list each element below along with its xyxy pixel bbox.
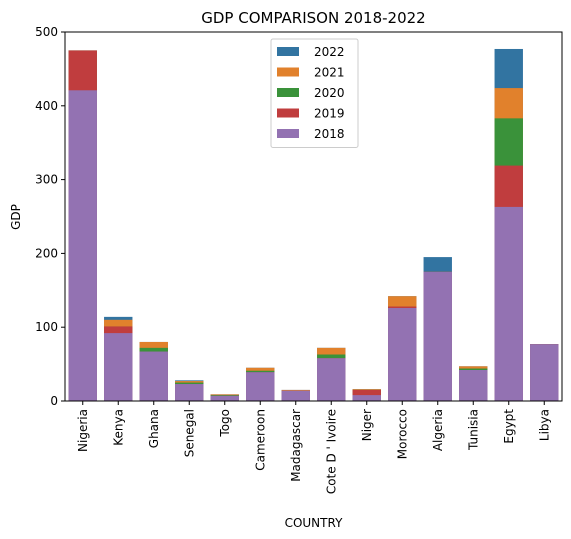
bar-2018-2 xyxy=(139,351,168,401)
x-tick-label-10: Algeria xyxy=(431,409,445,451)
bar-2018-9 xyxy=(388,308,417,401)
y-tick-label-3: 300 xyxy=(35,173,58,187)
x-tick-label-6: Madagascar xyxy=(289,409,303,482)
axes-layer: 0 100 200 300 400 500 Nigeria Kenya Ghana Senegal… xyxy=(35,25,563,494)
x-tick-label-8: Niger xyxy=(360,409,374,441)
bar-2018-12 xyxy=(494,206,523,401)
plot-frame xyxy=(64,31,563,402)
bar-2018-5 xyxy=(246,372,275,401)
bar-2018-8 xyxy=(352,395,381,401)
legend: 2022 2021 2020 2019 2018 xyxy=(270,38,359,148)
chart-title: GDP COMPARISON 2018-2022 xyxy=(201,9,425,27)
x-tick-label-0: Nigeria xyxy=(76,409,90,452)
x-tick-label-5: Cameroon xyxy=(253,409,267,471)
legend-swatch-2020 xyxy=(277,88,299,97)
x-tick-label-2: Ghana xyxy=(147,409,161,448)
x-tick-label-7: Cote D ' Ivoire xyxy=(324,409,338,494)
x-tick-label-1: Kenya xyxy=(111,409,125,446)
legend-label-2018: 2018 xyxy=(314,127,345,141)
y-tick-label-4: 400 xyxy=(35,99,58,113)
bar-2018-6 xyxy=(281,390,310,401)
legend-swatch-2018 xyxy=(277,129,299,138)
y-tick-label-5: 500 xyxy=(35,25,58,39)
legend-swatch-2019 xyxy=(277,108,299,118)
bar-2018-4 xyxy=(210,395,239,401)
legend-swatch-2021 xyxy=(277,67,299,77)
y-tick-label-1: 100 xyxy=(35,320,58,334)
bar-2018-0 xyxy=(68,90,97,402)
legend-label-2020: 2020 xyxy=(314,86,345,100)
x-tick-label-9: Morocco xyxy=(395,409,409,459)
bar-2018-13 xyxy=(530,344,559,401)
bar-2018-1 xyxy=(104,333,133,401)
y-axis-label: GDP xyxy=(9,204,23,230)
bar-2018-10 xyxy=(423,271,452,401)
y-tick-label-0: 0 xyxy=(50,394,58,408)
bar-2018-3 xyxy=(175,384,204,401)
legend-label-2021: 2021 xyxy=(314,66,345,80)
legend-box xyxy=(270,38,359,148)
legend-label-2022: 2022 xyxy=(314,45,345,59)
legend-swatch-2022 xyxy=(277,47,299,56)
x-tick-label-13: Libya xyxy=(537,409,551,441)
x-tick-label-4: Togo xyxy=(218,409,232,438)
y-tick-label-2: 200 xyxy=(35,246,58,260)
bar-2018-11 xyxy=(459,370,488,401)
x-tick-label-3: Senegal xyxy=(182,409,196,457)
x-axis-label: COUNTRY xyxy=(285,516,343,530)
x-tick-label-12: Egypt xyxy=(502,409,516,444)
x-tick-label-11: Tunisia xyxy=(466,409,480,451)
bars-layer xyxy=(68,48,559,402)
legend-label-2019: 2019 xyxy=(314,107,345,121)
bar-2018-7 xyxy=(317,358,346,401)
